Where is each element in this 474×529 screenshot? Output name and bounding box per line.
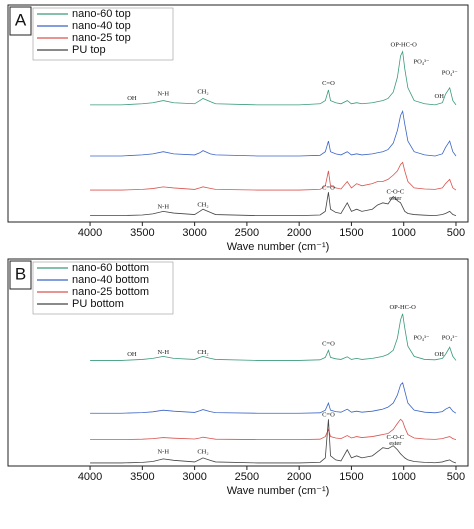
peak-annotation: C=O bbox=[322, 412, 335, 419]
peak-annotation: PO₄³⁻ bbox=[442, 69, 459, 76]
peak-annotation: N-H bbox=[157, 204, 169, 211]
x-tick-label: 1500 bbox=[339, 227, 363, 239]
legend-box bbox=[32, 7, 174, 61]
legend-box bbox=[32, 261, 174, 315]
spectrum-line bbox=[90, 418, 457, 441]
x-tick-label: 3000 bbox=[182, 471, 206, 483]
peak-annotation: N-H bbox=[157, 91, 169, 98]
x-axis-title: Wave number (cm⁻¹) bbox=[227, 241, 330, 253]
peak-annotation: ester bbox=[389, 440, 402, 447]
x-tick-label: 1500 bbox=[339, 471, 363, 483]
x-axis-title: Wave number (cm⁻¹) bbox=[227, 485, 330, 497]
legend-label: nano-40 top bbox=[72, 20, 131, 32]
legend-label: PU bottom bbox=[72, 298, 124, 310]
panel-label: B bbox=[15, 264, 26, 283]
x-tick-label: 3500 bbox=[130, 471, 154, 483]
legend-label: nano-25 top bbox=[72, 32, 131, 44]
peak-annotation: OH bbox=[127, 95, 137, 102]
peak-annotation: OH bbox=[435, 351, 445, 358]
peak-annotation: N-H bbox=[157, 448, 169, 455]
x-tick-label: 2500 bbox=[235, 227, 259, 239]
panel-label-box bbox=[9, 6, 32, 36]
peak-annotation: OP-HC-O bbox=[391, 42, 418, 49]
spectrum-line bbox=[90, 419, 457, 464]
x-tick-label: 2000 bbox=[287, 227, 311, 239]
panel-label: A bbox=[15, 10, 27, 29]
spectrum-line bbox=[90, 313, 457, 361]
spectrum-line bbox=[90, 192, 457, 217]
peak-annotation: C=O bbox=[322, 80, 335, 87]
peak-annotation: OH bbox=[127, 351, 137, 358]
plot-frame bbox=[7, 4, 469, 223]
peak-annotation: N-H bbox=[157, 349, 169, 356]
peak-annotation: CH₂ bbox=[197, 89, 208, 96]
x-tick-label: 1000 bbox=[391, 471, 415, 483]
peak-annotation: C-O-C bbox=[386, 189, 404, 196]
x-tick-label: 2500 bbox=[235, 471, 259, 483]
peak-annotation: C-O-C bbox=[386, 434, 404, 441]
x-tick-label: 500 bbox=[447, 471, 465, 483]
x-tick-label: 1000 bbox=[391, 227, 415, 239]
legend-label: PU top bbox=[72, 44, 106, 56]
peak-annotation: CH₂ bbox=[197, 349, 208, 356]
legend-label: nano-60 top bbox=[72, 8, 131, 20]
peak-annotation: CH₂ bbox=[197, 448, 208, 455]
peak-annotation: CH₂ bbox=[197, 201, 208, 208]
plot-frame bbox=[7, 258, 469, 467]
peak-annotation: PO₄³⁻ bbox=[413, 335, 430, 342]
peak-annotation: PO₄³⁻ bbox=[442, 335, 459, 342]
spectrum-line bbox=[90, 161, 457, 191]
peak-annotation: PO₄³⁻ bbox=[413, 59, 430, 66]
peak-annotation: OH bbox=[435, 93, 445, 100]
spectrum-line bbox=[90, 382, 457, 414]
x-tick-label: 3000 bbox=[182, 227, 206, 239]
x-tick-label: 4000 bbox=[78, 471, 102, 483]
x-tick-label: 4000 bbox=[78, 227, 102, 239]
spectrum-line bbox=[90, 50, 457, 106]
legend-label: nano-60 bottom bbox=[72, 262, 149, 274]
peak-annotation: C=O bbox=[322, 341, 335, 348]
legend-label: nano-25 bottom bbox=[72, 286, 149, 298]
peak-annotation: C=O bbox=[322, 184, 335, 191]
x-tick-label: 500 bbox=[447, 227, 465, 239]
panel-label-box bbox=[9, 260, 32, 290]
x-tick-label: 2000 bbox=[287, 471, 311, 483]
x-tick-label: 3500 bbox=[130, 227, 154, 239]
peak-annotation: ester bbox=[389, 195, 402, 202]
peak-annotation: OP-HC-O bbox=[389, 304, 416, 311]
spectrum-line bbox=[90, 109, 457, 157]
legend-label: nano-40 bottom bbox=[72, 274, 149, 286]
